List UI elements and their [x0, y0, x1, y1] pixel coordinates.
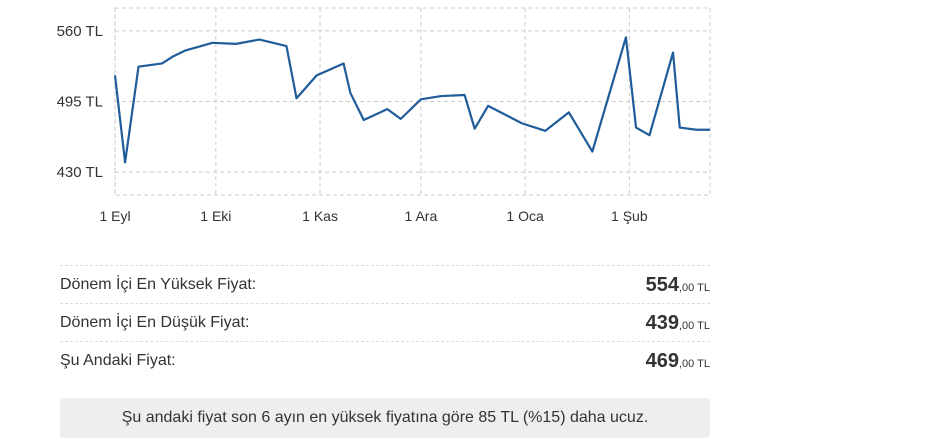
x-tick-label: 1 Eyl	[99, 208, 130, 224]
price: 439	[645, 311, 679, 334]
x-tick-label: 1 Kas	[302, 208, 338, 224]
x-tick-label: 1 Oca	[506, 208, 544, 224]
price-note: Şu andaki fiyat son 6 ayın en yüksek fiy…	[60, 398, 710, 438]
summary-row: Şu Andaki Fiyat: 469,00 TL	[60, 341, 710, 380]
price-suffix: ,00 TL	[679, 319, 710, 332]
chart: 430 TL 495 TL 560 TL 1 Eyl 1 Eki 1 Kas 1 Ara 1 …	[57, 7, 711, 224]
x-tick-label: 1 Şub	[611, 208, 648, 224]
summary-row: Dönem İçi En Yüksek Fiyat: 554,00 TL	[60, 265, 710, 304]
price-suffix: ,00 TL	[679, 357, 710, 370]
price: 554	[645, 273, 679, 296]
x-tick-label: 1 Eki	[200, 208, 231, 224]
price-suffix: ,00 TL	[679, 281, 710, 294]
row-label: Dönem İçi En Yüksek Fiyat:	[60, 276, 257, 293]
row-price: 469,00 TL	[646, 350, 710, 373]
price: 469	[645, 349, 679, 372]
y-tick-label: 430 TL	[57, 164, 103, 181]
row-price: 439,00 TL	[646, 312, 710, 335]
row-label: Dönem İçi En Düşük Fiyat:	[60, 314, 250, 331]
row-label: Şu Andaki Fiyat:	[60, 352, 176, 369]
summary-row: Dönem İçi En Düşük Fiyat: 439,00 TL	[60, 303, 710, 342]
price-line	[113, 36, 710, 164]
y-tick-label: 560 TL	[57, 23, 103, 40]
y-tick-label: 495 TL	[57, 94, 103, 111]
x-tick-label: 1 Ara	[405, 208, 438, 224]
row-price: 554,00 TL	[646, 274, 710, 297]
